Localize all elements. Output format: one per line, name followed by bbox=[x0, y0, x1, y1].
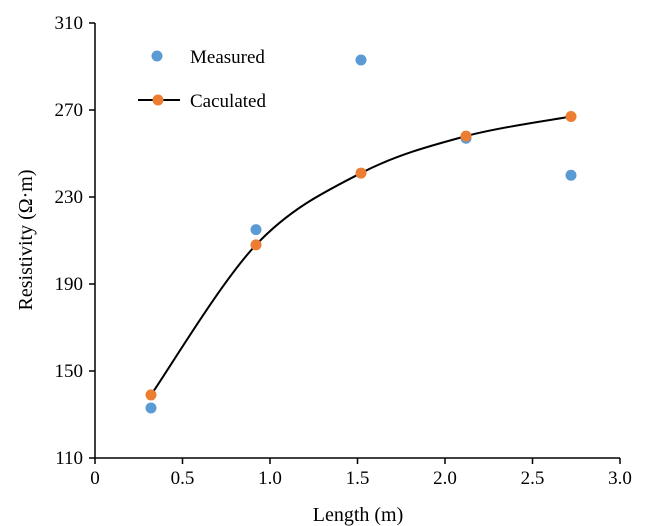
x-tick-label: 3.0 bbox=[608, 468, 632, 489]
y-tick-label: 230 bbox=[55, 187, 84, 208]
legend-marker-calculated bbox=[152, 94, 164, 106]
legend-marker-measured bbox=[151, 50, 163, 62]
measured-point bbox=[145, 402, 157, 414]
measured-point bbox=[565, 169, 577, 181]
axes bbox=[94, 23, 620, 459]
calculated-point bbox=[565, 111, 577, 123]
x-tick-label: 2.5 bbox=[521, 468, 545, 489]
calculated-point bbox=[460, 130, 472, 142]
calculated-point bbox=[250, 239, 262, 251]
calculated-point bbox=[355, 167, 367, 179]
y-tick-label: 270 bbox=[55, 100, 84, 121]
x-tick-label: 1.0 bbox=[258, 468, 282, 489]
x-tick-label: 0.5 bbox=[171, 468, 195, 489]
measured-point bbox=[250, 224, 262, 236]
calculated-point bbox=[145, 389, 157, 401]
y-tick-label: 190 bbox=[55, 274, 84, 295]
x-tick-label: 2.0 bbox=[433, 468, 457, 489]
x-tick-label: 1.5 bbox=[346, 468, 370, 489]
legend-label-measured: Measured bbox=[190, 47, 265, 68]
y-tick-label: 110 bbox=[55, 448, 83, 469]
x-axis-title: Length (m) bbox=[313, 504, 404, 526]
measured-point bbox=[355, 54, 367, 66]
x-axis-ticks: 0 0.5 1.0 1.5 2.0 2.5 3.0 bbox=[90, 458, 632, 489]
legend-label-calculated: Caculated bbox=[190, 91, 266, 112]
y-tick-label: 150 bbox=[55, 361, 84, 382]
points-layer bbox=[145, 54, 577, 414]
calculated-curve bbox=[150, 115, 572, 396]
y-tick-label: 310 bbox=[55, 13, 84, 34]
x-tick-label: 0 bbox=[90, 468, 100, 489]
y-axis-title: Resistivity (Ω·m) bbox=[15, 170, 37, 311]
calculated-curve-layer bbox=[150, 115, 572, 396]
legend: Measured Caculated bbox=[138, 47, 266, 112]
y-axis-ticks: 110 150 190 230 270 310 bbox=[55, 13, 95, 469]
